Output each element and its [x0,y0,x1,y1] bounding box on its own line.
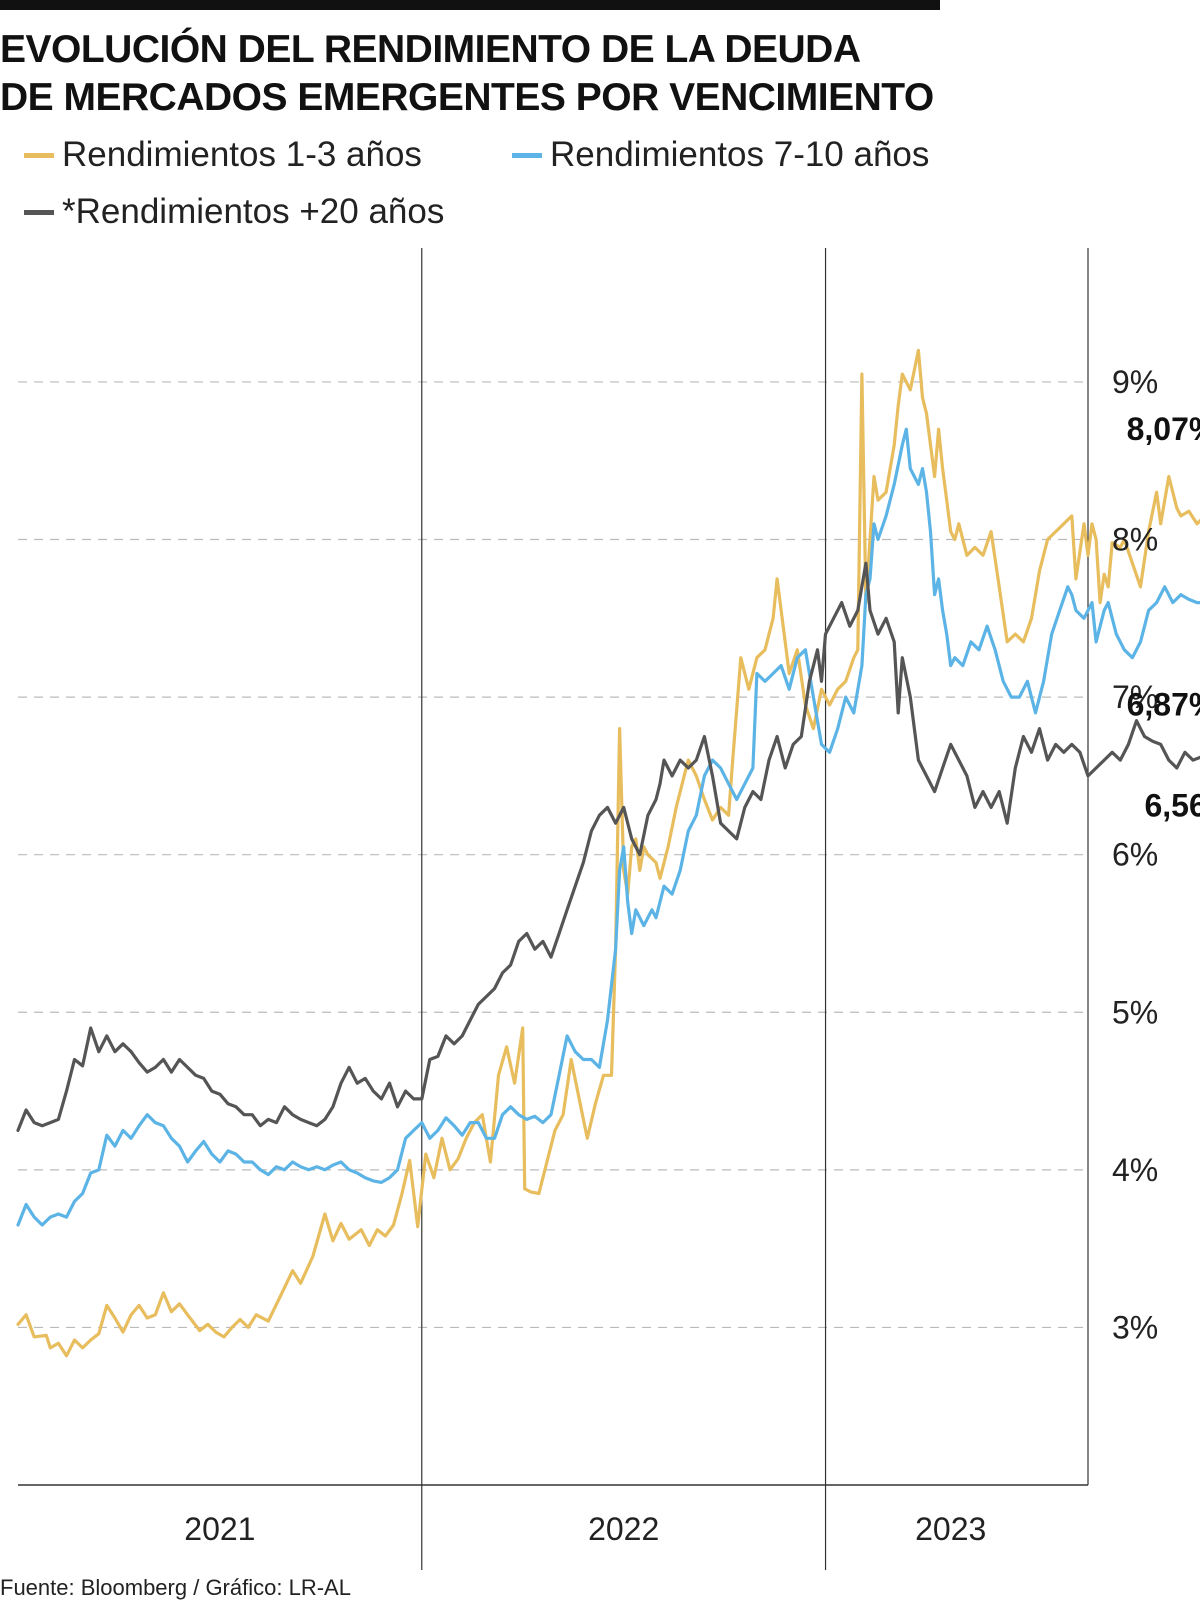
top-rule [0,0,940,10]
chart-title: EVOLUCIÓN DEL RENDIMIENTO DE LA DEUDA DE… [0,26,960,122]
chart-title-line-1: EVOLUCIÓN DEL RENDIMIENTO DE LA DEUDA [0,28,861,71]
series-line-rendimientos-1-3-a-os [16,348,1200,1358]
series-layer [16,348,1200,1358]
legend-item-mid-term: Rendimientos 7-10 años [512,135,929,175]
legend-swatch-gold [24,152,54,158]
y-tick-label: 3% [1112,1309,1158,1345]
legend-label: Rendimientos 7-10 años [550,135,930,174]
year-label: 2022 [588,1511,659,1547]
year-label: 2021 [184,1511,255,1547]
y-tick-label: 5% [1112,994,1158,1030]
label-layer: 3% 4% 5% 6% 7% 8% 9% 2021 2022 2023 8,07% 6,87% 6,56… [184,364,1200,1547]
y-tick-label: 6% [1112,837,1158,873]
legend-label: *Rendimientos +20 años [62,192,445,231]
grid-layer [18,248,1089,1570]
y-tick-label: 4% [1112,1152,1158,1188]
legend-swatch-blue [512,152,542,158]
chart-title-line-2: DE MERCADOS EMERGENTES POR VENCIMIENTO [0,76,934,119]
y-tick-label: 7% [1112,679,1158,715]
end-value-label: 6,56% [1144,787,1200,823]
legend-item-short-term: Rendimientos 1-3 años [24,135,422,175]
legend-item-long-term: *Rendimientos +20 años [24,192,444,232]
source-note: Fuente: Bloomberg / Gráfico: LR-AL [0,1575,351,1600]
series-line--rendimientos-20-a-os [16,561,1200,1133]
y-tick-label: 8% [1112,522,1158,558]
end-value-label: 8,07% [1127,411,1200,447]
end-value-label: 6,87% [1127,687,1200,723]
series-line-rendimientos-7-10-a-os [16,427,1200,1227]
y-tick-label: 9% [1112,364,1158,400]
year-label: 2023 [915,1511,986,1547]
legend-swatch-gray [24,209,54,215]
legend-label: Rendimientos 1-3 años [62,135,422,174]
